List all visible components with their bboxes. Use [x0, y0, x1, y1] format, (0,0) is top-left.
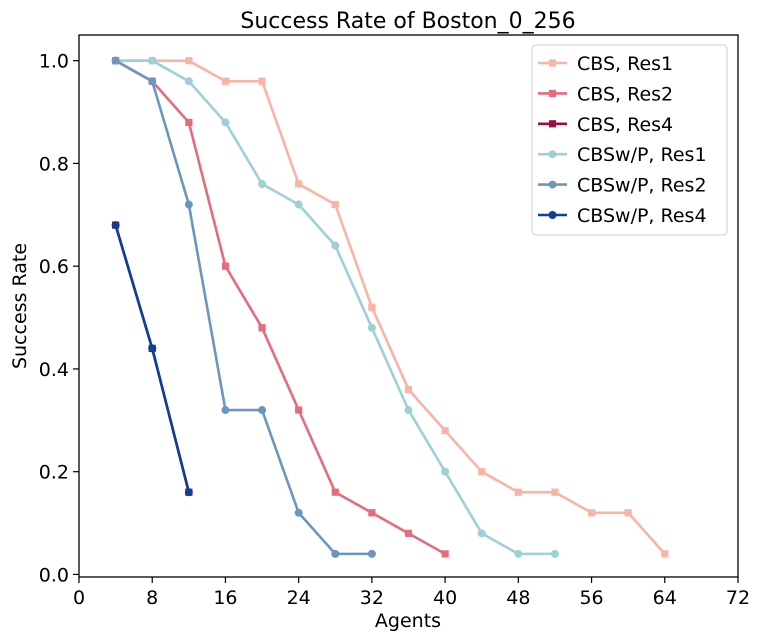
x-tick-label: 8: [146, 587, 158, 609]
data-point: [184, 200, 193, 209]
series-2: [112, 57, 449, 558]
data-point: [514, 488, 522, 496]
x-tick-label: 72: [726, 587, 750, 609]
data-point: [550, 549, 559, 558]
legend-items: CBS, Res1 CBS, Res2 CBS, Res4 CBSw/P, Res1 C…: [538, 53, 707, 227]
data-point: [221, 77, 230, 85]
legend-label: CBS, Res1: [577, 53, 673, 75]
x-axis: 0 8 16 24 32 40 48 56 64 72: [73, 577, 750, 609]
legend: CBS, Res1 CBS, Res2 CBS, Res4 CBSw/P, Res1 C…: [531, 44, 728, 236]
y-tick-label: 0.2: [39, 462, 69, 484]
series-line: [114, 59, 374, 556]
data-point: [294, 508, 303, 517]
legend-item: CBSw/P, Res1: [538, 144, 707, 166]
data-point: [478, 468, 486, 476]
x-axis-title: Agents: [375, 610, 441, 632]
data-point: [111, 56, 120, 65]
series-line: [114, 59, 667, 556]
legend-label: CBSw/P, Res4: [577, 205, 707, 227]
data-point: [148, 344, 157, 353]
x-tick-label: 32: [360, 587, 384, 609]
y-tick-label: 1.0: [39, 51, 69, 73]
data-point: [258, 406, 267, 415]
data-point: [294, 200, 303, 209]
data-point: [258, 77, 266, 85]
chart-title: Success Rate of Boston_0_256: [240, 9, 575, 34]
legend-item: CBS, Res2: [538, 83, 673, 105]
legend-item: CBS, Res1: [538, 53, 673, 75]
data-point: [624, 509, 632, 517]
data-point: [185, 118, 193, 126]
legend-swatch-marker: [548, 180, 557, 189]
data-point: [111, 221, 120, 230]
data-point: [331, 241, 340, 250]
data-point: [368, 509, 376, 517]
data-point: [258, 324, 266, 332]
y-axis-title: Success Rate: [9, 243, 31, 369]
plot-content: [111, 56, 669, 558]
legend-swatch-marker: [548, 120, 557, 128]
legend-label: CBSw/P, Res1: [577, 144, 707, 166]
data-point: [551, 488, 559, 496]
x-tick-label: 56: [579, 587, 603, 609]
series-5: [111, 56, 376, 558]
data-point: [441, 550, 449, 558]
x-tick-label: 16: [213, 587, 237, 609]
legend-item: CBSw/P, Res2: [538, 175, 707, 197]
data-point: [184, 488, 193, 497]
legend-label: CBSw/P, Res2: [577, 175, 707, 197]
data-point: [221, 262, 230, 270]
y-tick-label: 0.4: [39, 359, 69, 381]
data-point: [331, 549, 340, 558]
y-tick-label: 0.6: [39, 256, 69, 278]
legend-item: CBS, Res4: [538, 114, 673, 136]
x-tick-label: 40: [433, 587, 457, 609]
legend-label: CBS, Res4: [577, 114, 673, 136]
data-point: [185, 57, 193, 65]
data-point: [661, 550, 669, 558]
data-point: [184, 77, 193, 86]
data-point: [367, 549, 376, 558]
data-point: [514, 549, 523, 558]
legend-swatch-marker: [548, 59, 557, 67]
data-point: [221, 406, 230, 415]
data-point: [441, 467, 450, 476]
legend-swatch-marker: [548, 150, 557, 159]
x-tick-label: 0: [73, 587, 85, 609]
data-point: [368, 303, 376, 311]
series-line: [114, 59, 447, 556]
data-point: [331, 488, 339, 496]
data-point: [404, 529, 413, 537]
x-tick-label: 24: [287, 587, 311, 609]
y-tick-label: 0.0: [39, 564, 69, 586]
legend-swatch-marker: [548, 89, 557, 97]
x-tick-label: 48: [506, 587, 530, 609]
data-point: [404, 385, 413, 394]
data-point: [404, 406, 413, 415]
data-point: [221, 118, 230, 127]
y-tick-label: 0.8: [39, 153, 69, 175]
y-axis: 0.0 0.2 0.4 0.6 0.8 1.0: [39, 51, 79, 586]
x-tick-label: 64: [653, 587, 677, 609]
legend-swatch-marker: [548, 211, 557, 219]
legend-label: CBS, Res2: [577, 83, 673, 105]
data-point: [295, 180, 303, 188]
series-6: [111, 221, 193, 497]
data-point: [148, 77, 157, 86]
data-point: [295, 406, 303, 414]
data-point: [331, 200, 339, 209]
plot-frame: [78, 34, 739, 578]
legend-frame: [531, 44, 728, 236]
data-point: [367, 323, 376, 332]
legend-item: CBSw/P, Res4: [538, 205, 707, 227]
data-point: [441, 426, 449, 435]
data-point: [587, 509, 596, 517]
data-point: [477, 529, 486, 538]
data-point: [258, 179, 267, 188]
data-point: [148, 56, 157, 65]
